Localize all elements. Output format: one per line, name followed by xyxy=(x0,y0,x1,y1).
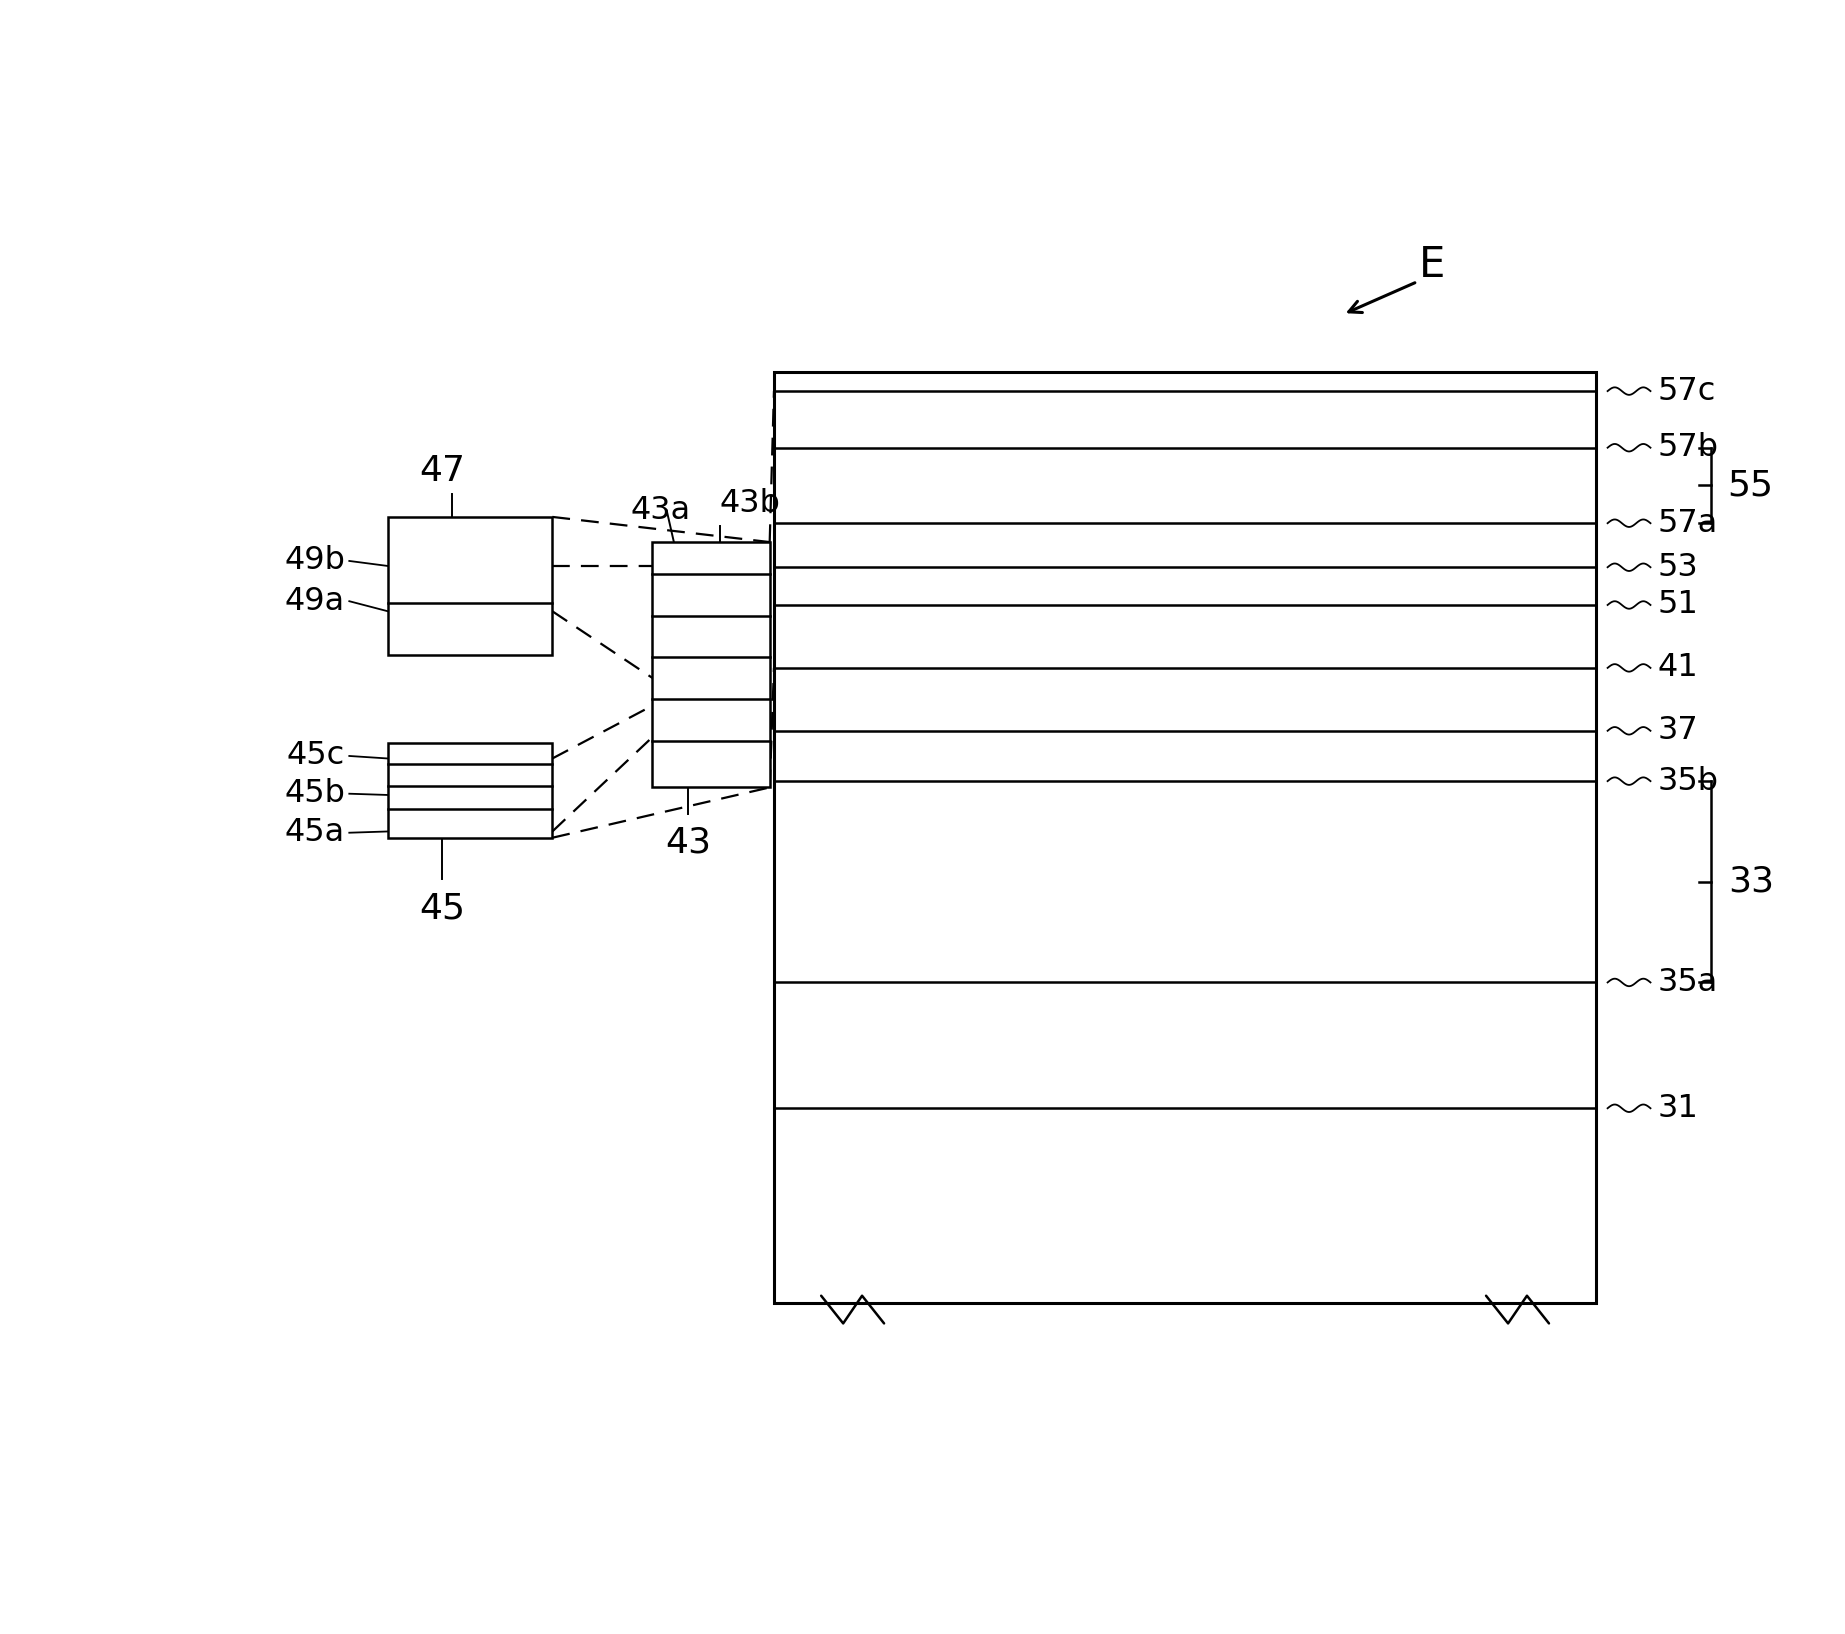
Text: 45a: 45a xyxy=(284,817,345,848)
Text: 47: 47 xyxy=(419,454,465,489)
Bar xyxy=(775,373,1596,1304)
Text: 43a: 43a xyxy=(631,495,692,526)
Text: 35a: 35a xyxy=(1657,967,1718,998)
Text: 45b: 45b xyxy=(284,778,345,809)
Text: 43: 43 xyxy=(666,825,710,859)
Text: 57a: 57a xyxy=(1657,508,1718,539)
Text: 49b: 49b xyxy=(284,546,345,577)
Text: 41: 41 xyxy=(1657,652,1699,683)
Text: 45c: 45c xyxy=(286,740,345,771)
Bar xyxy=(387,516,552,655)
Text: 55: 55 xyxy=(1727,469,1773,503)
Text: E: E xyxy=(1419,243,1445,286)
Text: 57c: 57c xyxy=(1657,376,1716,407)
Text: 45: 45 xyxy=(419,892,465,926)
Text: 33: 33 xyxy=(1727,864,1773,899)
Text: 57b: 57b xyxy=(1657,433,1720,462)
Text: 49a: 49a xyxy=(284,585,345,616)
Text: 37: 37 xyxy=(1657,716,1699,747)
Text: 53: 53 xyxy=(1657,552,1699,583)
Bar xyxy=(653,542,769,788)
Text: 35b: 35b xyxy=(1657,766,1720,797)
Text: 31: 31 xyxy=(1657,1093,1699,1124)
Text: 51: 51 xyxy=(1657,590,1699,621)
Text: 43b: 43b xyxy=(720,489,780,520)
Bar xyxy=(387,743,552,838)
